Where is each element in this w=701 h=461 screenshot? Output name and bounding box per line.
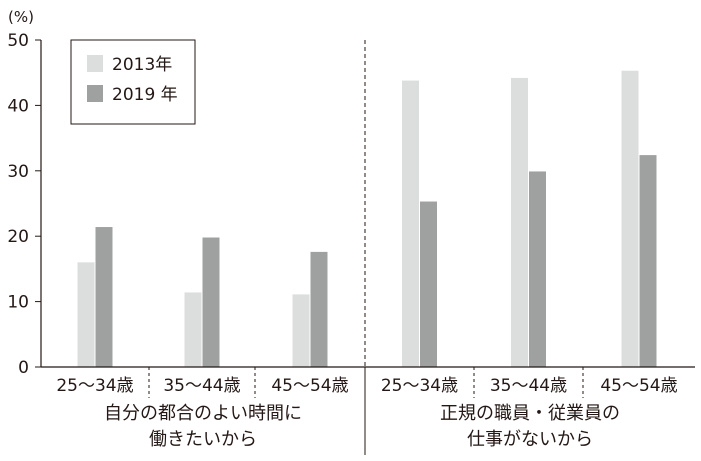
category-labels: 25～34歳 35～44歳 45～54歳 25～34歳 35～44歳 45～54歳 [56,376,677,396]
bar-2019-4 [529,171,546,367]
legend-swatch-2013 [87,55,103,72]
y-tick-label: 10 [7,293,29,313]
y-tick-label: 20 [7,227,29,247]
group-label-line: 働きたいから [149,429,257,450]
y-axis-ticks: 0 10 20 30 40 50 [7,31,41,378]
y-axis-unit-label: (%) [8,8,34,26]
category-label: 45～54歳 [271,376,348,396]
legend-swatch-2019 [87,85,103,102]
bars [77,70,657,367]
group-label-line: 自分の都合のよい時間に [104,403,302,424]
bar-2013-2 [292,294,310,367]
legend: 2013年 2019 年 [70,39,196,125]
bar-2013-5 [621,70,639,367]
group-label-line: 正規の職員・従業員の [440,403,620,424]
bar-2019-0 [95,227,113,367]
category-label: 45～54歳 [600,376,677,396]
y-tick-label: 30 [7,162,29,182]
category-label: 35～44歳 [163,376,240,396]
bar-2013-3 [402,80,419,367]
bar-2013-1 [184,292,202,367]
y-tick-label: 50 [7,31,29,51]
category-label: 35～44歳 [490,376,567,396]
legend-box [70,39,196,125]
axes [40,40,695,455]
legend-label-2013: 2013年 [112,55,172,75]
legend-label-2019: 2019 年 [112,85,178,105]
bar-2013-0 [77,262,95,367]
group-label-line: 仕事がないから [467,429,593,450]
category-label: 25～34歳 [56,376,133,396]
bar-2013-4 [511,77,528,367]
bar-2019-5 [639,155,657,367]
y-tick-label: 0 [18,358,29,378]
bar-2019-1 [202,237,220,367]
bar-2019-3 [420,201,437,367]
category-label: 25～34歳 [381,376,458,396]
bar-2019-2 [310,251,328,367]
y-tick-label: 40 [7,96,29,116]
